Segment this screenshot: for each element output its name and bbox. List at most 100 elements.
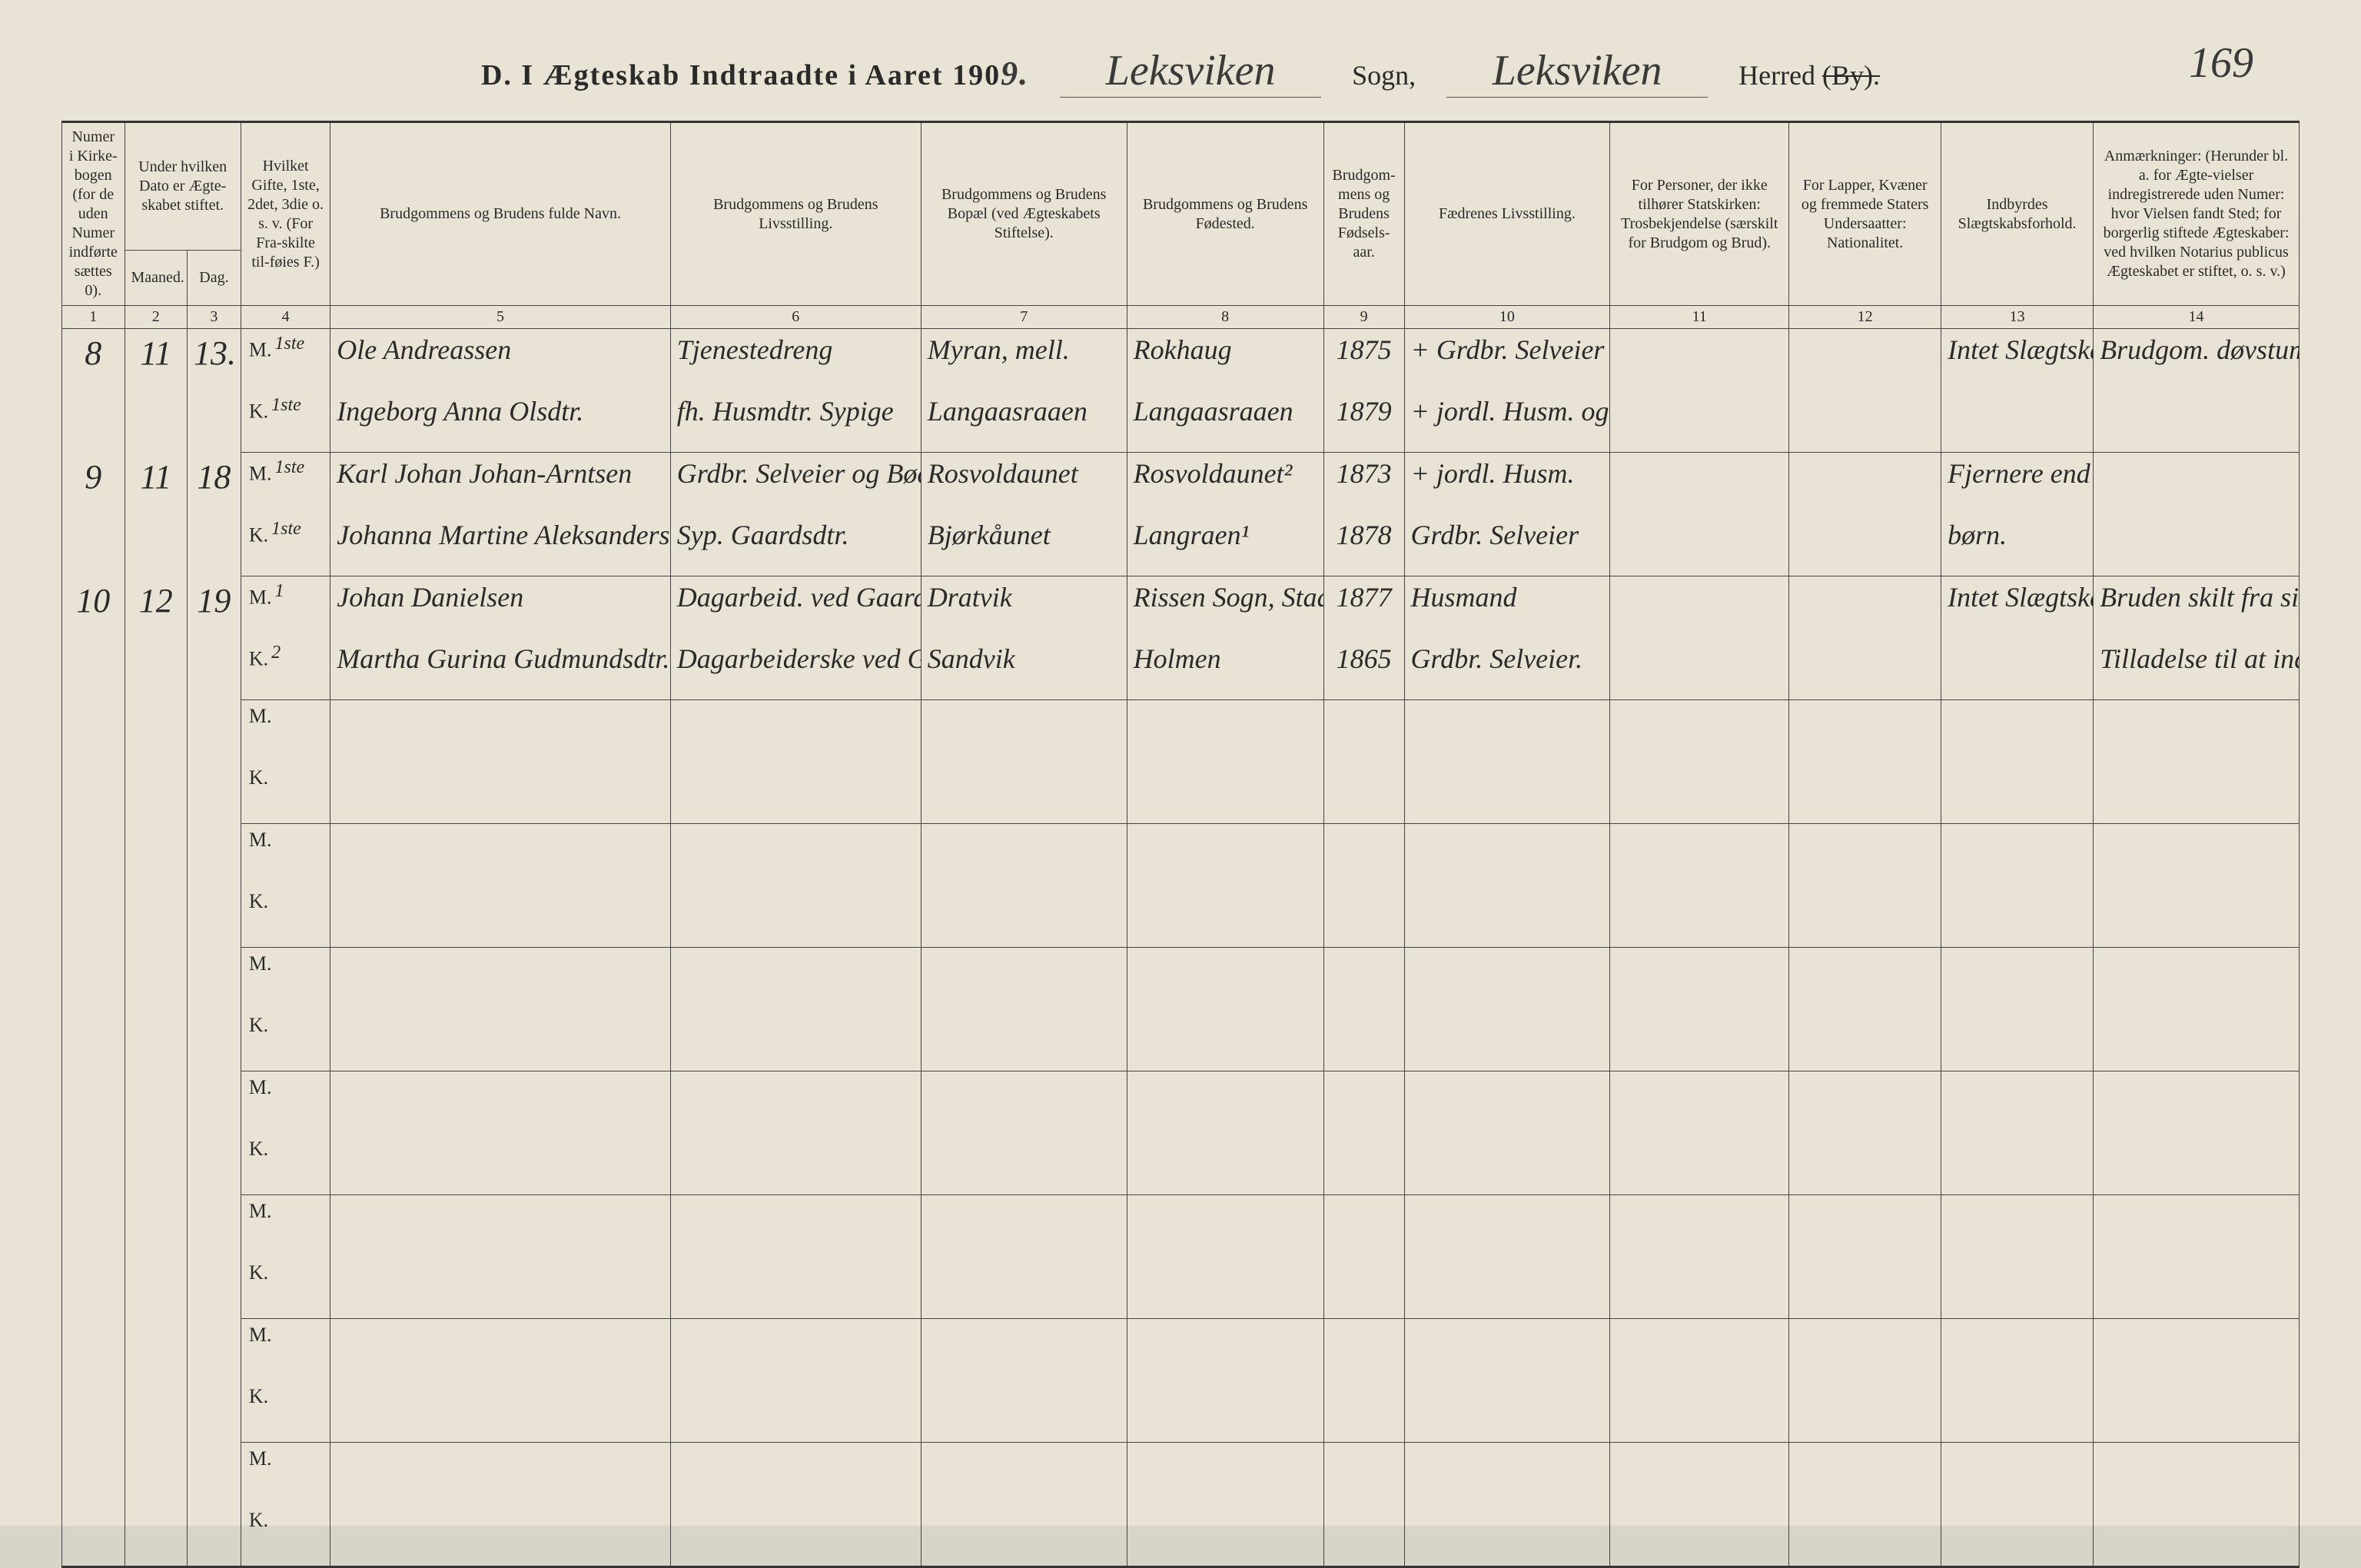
empty-cell — [1404, 1443, 1610, 1505]
empty-cell — [1127, 1071, 1323, 1134]
empty-cell — [1610, 824, 1789, 886]
empty-cell — [1127, 1380, 1323, 1443]
empty-cell — [1610, 1380, 1789, 1443]
col-header-8: Brudgommens og Brudens Fødested. — [1127, 122, 1323, 306]
table-body: 81113.M.1steOle AndreassenTjenestedrengM… — [62, 329, 2300, 1567]
empty-cell — [670, 1257, 921, 1319]
table-row: M. — [62, 1071, 2300, 1134]
bopael-cell: Dratvik — [921, 576, 1127, 639]
empty-cell — [1404, 1133, 1610, 1195]
col-num: 3 — [188, 306, 241, 329]
c11-cell — [1610, 638, 1789, 700]
empty-cell — [1323, 824, 1404, 886]
empty-cell — [1789, 700, 1941, 762]
c11-cell — [1610, 390, 1789, 453]
mk-label: M.1 — [241, 576, 330, 639]
mk-label: K. — [241, 885, 330, 948]
col-header-11: For Personer, der ikke tilhører Statskir… — [1610, 122, 1789, 306]
col-header-12: For Lapper, Kvæner og fremmede Staters U… — [1789, 122, 1941, 306]
entry-maaned — [125, 1195, 188, 1319]
empty-cell — [1941, 1133, 2094, 1195]
empty-cell — [2094, 885, 2300, 948]
table-row: M. — [62, 1443, 2300, 1505]
c12-cell — [1789, 514, 1941, 576]
empty-cell — [1404, 948, 1610, 1010]
empty-cell — [1323, 1443, 1404, 1505]
empty-cell — [1941, 948, 2094, 1010]
c14-cell: Brudgom. døvstum. — [2094, 329, 2300, 391]
empty-cell — [2094, 1319, 2300, 1381]
empty-cell — [2094, 1443, 2300, 1505]
empty-cell — [670, 1009, 921, 1071]
empty-cell — [1789, 1319, 1941, 1381]
empty-cell — [1404, 1071, 1610, 1134]
empty-cell — [1789, 1443, 1941, 1505]
sogn-label: Sogn, — [1352, 59, 1416, 91]
c14-cell — [2094, 453, 2300, 515]
empty-cell — [330, 885, 670, 948]
c11-cell — [1610, 329, 1789, 391]
table-row: M. — [62, 948, 2300, 1010]
fodested-cell: Langraen¹ — [1127, 514, 1323, 576]
c12-cell — [1789, 453, 1941, 515]
empty-cell — [1404, 1195, 1610, 1257]
faedre-cell: Husmand — [1404, 576, 1610, 639]
empty-cell — [330, 948, 670, 1010]
mk-label: M.1ste — [241, 453, 330, 515]
empty-cell — [670, 948, 921, 1010]
stilling-cell: Dagarbeiderske ved Gaardsbr. — [670, 638, 921, 700]
empty-cell — [1610, 1443, 1789, 1505]
entry-number — [62, 700, 125, 824]
entry-dag — [188, 1071, 241, 1195]
empty-cell — [670, 1319, 921, 1381]
empty-cell — [2094, 1009, 2300, 1071]
faedre-cell: Grdbr. Selveier — [1404, 514, 1610, 576]
col-header-7: Brudgommens og Brudens Bopæl (ved Ægtesk… — [921, 122, 1127, 306]
col-header-2a: Under hvilken Dato er Ægte-skabet stifte… — [125, 122, 241, 251]
empty-cell — [1789, 1133, 1941, 1195]
empty-cell — [1789, 885, 1941, 948]
empty-cell — [921, 1504, 1127, 1567]
empty-cell — [1323, 1257, 1404, 1319]
empty-cell — [1610, 1257, 1789, 1319]
empty-cell — [921, 1009, 1127, 1071]
empty-cell — [2094, 1380, 2300, 1443]
empty-cell — [1127, 1257, 1323, 1319]
empty-cell — [1789, 1195, 1941, 1257]
entry-maaned — [125, 1071, 188, 1195]
table-row: K. — [62, 1133, 2300, 1195]
mk-label: K.2 — [241, 638, 330, 700]
aar-cell: 1879 — [1323, 390, 1404, 453]
table-row: K. — [62, 885, 2300, 948]
col-header-10: Fædrenes Livsstilling. — [1404, 122, 1610, 306]
c13-cell: Fjernere end Næstsøskende- — [1941, 453, 2094, 515]
c13-cell: børn. — [1941, 514, 2094, 576]
empty-cell — [921, 948, 1127, 1010]
col-header-14: Anmærkninger: (Herunder bl. a. for Ægte-… — [2094, 122, 2300, 306]
col-header-6: Brudgommens og Brudens Livsstilling. — [670, 122, 921, 306]
empty-cell — [921, 824, 1127, 886]
empty-cell — [1941, 885, 2094, 948]
fodested-cell: Rokhaug — [1127, 329, 1323, 391]
table-row: K.2Martha Gurina Gudmundsdtr.Dagarbeider… — [62, 638, 2300, 700]
empty-cell — [921, 1071, 1127, 1134]
empty-cell — [670, 1195, 921, 1257]
empty-cell — [1789, 762, 1941, 824]
mk-label: M. — [241, 1195, 330, 1257]
entry-maaned: 12 — [125, 576, 188, 700]
empty-cell — [2094, 1257, 2300, 1319]
mk-label: K. — [241, 1133, 330, 1195]
mk-label: K. — [241, 1504, 330, 1567]
col-header-13: Indbyrdes Slægtskabsforhold. — [1941, 122, 2094, 306]
empty-cell — [1127, 1009, 1323, 1071]
empty-cell — [1941, 1195, 2094, 1257]
c14-cell — [2094, 390, 2300, 453]
entry-maaned — [125, 1319, 188, 1443]
table-row: K.1steIngeborg Anna Olsdtr.fh. Husmdtr. … — [62, 390, 2300, 453]
empty-cell — [1789, 1009, 1941, 1071]
entry-maaned: 11 — [125, 329, 188, 453]
entry-number — [62, 948, 125, 1071]
empty-cell — [1941, 762, 2094, 824]
empty-cell — [1941, 1257, 2094, 1319]
empty-cell — [921, 1257, 1127, 1319]
